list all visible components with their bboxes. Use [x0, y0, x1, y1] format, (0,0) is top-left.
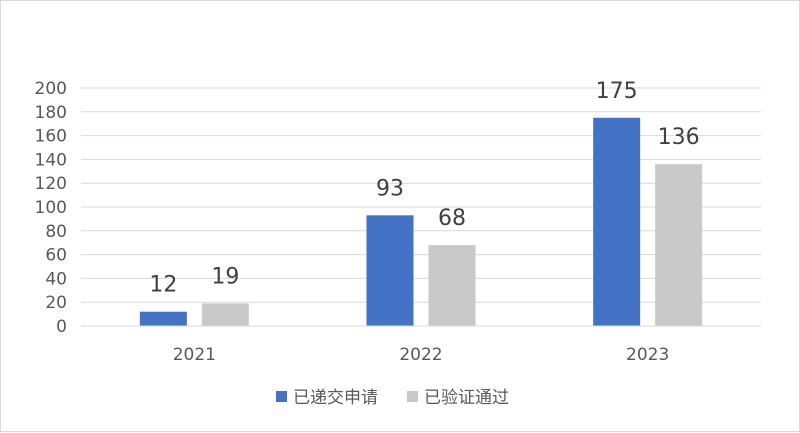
y-tick-label: 40: [45, 269, 67, 289]
bar-0-2022: [366, 215, 414, 326]
gridlines: [81, 87, 761, 303]
y-tick-label: 200: [35, 79, 67, 99]
bars: [139, 117, 703, 326]
bar-1-2022: [428, 245, 476, 326]
y-tick-label: 20: [45, 293, 67, 313]
bar-0-2023: [593, 117, 641, 326]
x-tick-label: 2021: [173, 345, 216, 365]
data-labels: 12 19 93 68 175 136: [149, 79, 699, 298]
y-tick-label: 60: [45, 246, 67, 266]
y-tick-label: 80: [45, 222, 67, 242]
legend-swatch: [276, 391, 287, 402]
y-tick-label: 160: [35, 127, 67, 147]
legend: 已递交申请 已验证通过: [276, 388, 509, 408]
y-tick-label: 100: [35, 198, 67, 218]
x-axis-ticks: 2021 2022 2023: [173, 345, 670, 365]
data-label: 93: [376, 176, 404, 201]
y-tick-label: 140: [35, 150, 67, 170]
y-tick-label: 180: [35, 103, 67, 123]
x-tick-label: 2022: [399, 345, 442, 365]
bar-1-2023: [655, 164, 703, 326]
data-label: 19: [211, 264, 239, 289]
bar-1-2021: [201, 303, 249, 326]
bar-0-2021: [139, 311, 187, 326]
data-label: 136: [658, 125, 700, 150]
legend-swatch: [407, 391, 418, 402]
data-label: 12: [149, 273, 177, 298]
y-axis-ticks: 0 20 40 60 80 100 120 140 160 180 200: [35, 79, 67, 337]
y-tick-label: 120: [35, 174, 67, 194]
data-label: 175: [596, 79, 638, 104]
legend-label: 已递交申请: [293, 388, 378, 408]
legend-label: 已验证通过: [424, 388, 509, 408]
y-tick-label: 0: [56, 317, 67, 337]
x-tick-label: 2023: [626, 345, 669, 365]
data-label: 68: [438, 206, 466, 231]
